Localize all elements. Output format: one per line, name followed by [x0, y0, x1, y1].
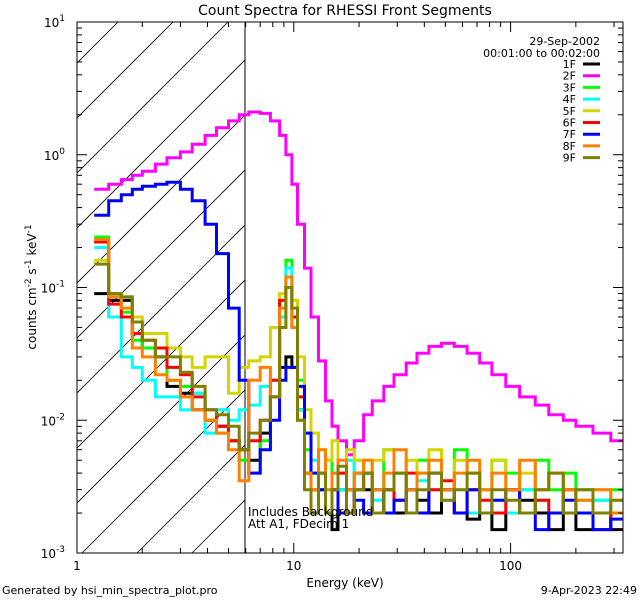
hatch-line — [77, 169, 245, 339]
hatch-line — [81, 389, 245, 553]
legend-label-3F: 3F — [563, 81, 576, 94]
y-tick-label: 101 — [44, 14, 65, 30]
x-axis-label: Energy (keV) — [306, 576, 383, 590]
hatch-line — [77, 59, 245, 229]
x-tick-label: 1 — [73, 559, 81, 573]
series-line-1F — [94, 292, 623, 532]
series-group — [94, 110, 623, 532]
legend-label-5F: 5F — [563, 105, 576, 118]
y-axis-label: counts cm-2 s-1 keV-1 — [24, 224, 39, 349]
legend-label-9F: 9F — [563, 152, 576, 165]
hatch-line — [0, 0, 92, 553]
legend-label-4F: 4F — [563, 93, 576, 106]
footer-generated-by: Generated by hsi_min_spectra_plot.pro — [2, 584, 218, 597]
legend-label-7F: 7F — [563, 128, 576, 141]
hatch-line — [357, 0, 640, 553]
y-tick-exponent: -3 — [56, 545, 65, 555]
chart-title: Count Spectra for RHESSI Front Segments — [198, 3, 492, 19]
hatch-line — [77, 22, 119, 64]
legend-label-1F: 1F — [563, 58, 576, 71]
hatch-line — [136, 444, 245, 553]
annotation-background: Includes Background — [248, 505, 373, 519]
legend-label-8F: 8F — [563, 140, 576, 153]
y-tick-exponent: -2 — [56, 412, 65, 422]
hatch-line — [77, 334, 245, 504]
series-line-9F — [94, 262, 623, 515]
hatch-line — [77, 224, 245, 394]
legend-label-2F: 2F — [563, 70, 576, 83]
y-tick-label: 100 — [44, 147, 65, 163]
hatch-line — [77, 22, 229, 174]
legend-label-6F: 6F — [563, 117, 576, 130]
hatch-line — [77, 279, 245, 449]
hatched-region — [0, 0, 640, 553]
series-line-2F — [94, 110, 623, 457]
y-tick-exponent: 0 — [59, 147, 65, 157]
y-tick-label: 10-3 — [41, 545, 65, 561]
axis-ticks — [76, 22, 623, 554]
hatch-line — [77, 114, 245, 284]
series-line-8F — [94, 238, 623, 515]
x-tick-label: 100 — [499, 559, 522, 573]
y-tick-label: 10-2 — [41, 412, 65, 428]
date-label: 29-Sep-2002 — [529, 35, 600, 48]
plot-frame — [76, 21, 624, 554]
footer-timestamp: 9-Apr-2023 22:49 — [541, 584, 637, 597]
y-tick-exponent: 1 — [59, 14, 65, 24]
time-range-label: 00:01:00 to 00:02:00 — [483, 47, 600, 60]
annotation-attenuator: Att A1, FDecim 1 — [248, 517, 349, 531]
hatch-line — [77, 22, 174, 119]
hatch-line — [412, 0, 640, 553]
x-tick-label: 10 — [286, 559, 301, 573]
y-tick-exponent: -1 — [56, 280, 65, 290]
y-tick-label: 10-1 — [41, 280, 65, 296]
